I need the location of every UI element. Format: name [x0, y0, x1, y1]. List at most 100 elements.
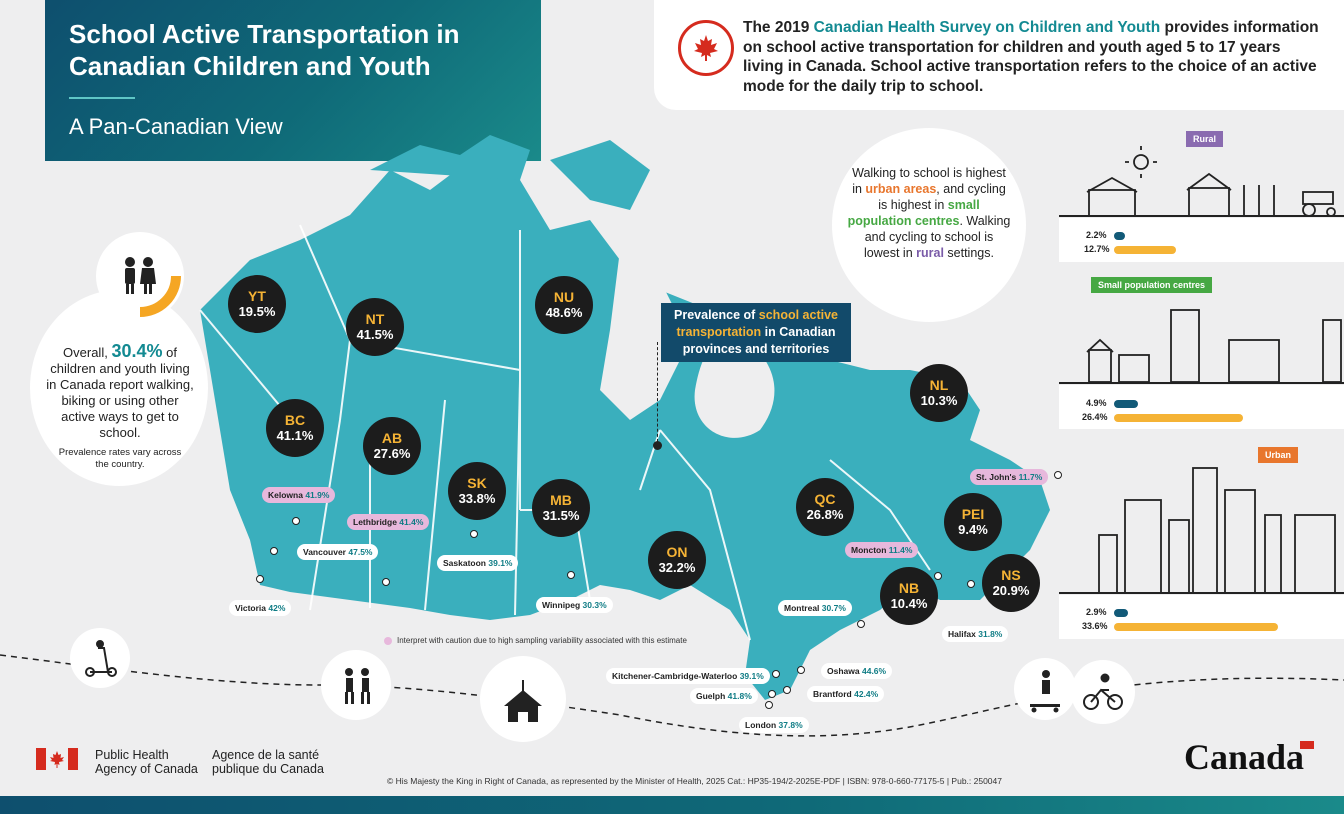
walking-icon	[321, 650, 391, 720]
province-code: YT	[248, 288, 266, 304]
city-name: Lethbridge	[353, 517, 397, 527]
callout-urban: urban areas	[865, 182, 937, 196]
agency-name-en: Public Health Agency of Canada	[95, 748, 198, 776]
city-label-oshawa: Oshawa 44.6%	[821, 663, 893, 679]
city-marker	[270, 547, 278, 555]
province-value: 19.5%	[238, 304, 276, 319]
intro-part1: The 2019	[743, 19, 814, 36]
callout-rural: rural	[916, 246, 944, 260]
rural-scene-icon	[1059, 146, 1344, 217]
caution-swatch	[384, 637, 392, 645]
province-value: 41.5%	[356, 327, 394, 342]
city-marker	[256, 575, 264, 583]
city-name: Moncton	[851, 545, 887, 555]
tag-small-centres: Small population centres	[1091, 277, 1213, 293]
city-name: Vancouver	[303, 547, 346, 557]
intro-box: The 2019 Canadian Health Survey on Child…	[654, 0, 1344, 110]
city-name: Winnipeg	[542, 600, 581, 610]
city-label-moncton: Moncton 11.4%	[845, 542, 919, 558]
city-name: Saskatoon	[443, 558, 486, 568]
province-code: AB	[381, 430, 403, 446]
badge-qc: QC 26.8%	[796, 478, 854, 536]
prevalence-label: Prevalence of school active transportati…	[661, 303, 851, 362]
city-value: 42.4%	[854, 689, 879, 699]
province-code: BC	[284, 412, 306, 428]
small-centre-scene-icon	[1059, 309, 1344, 384]
city-label-vancouver: Vancouver 47.5%	[297, 544, 379, 560]
city-value: 44.6%	[861, 666, 887, 676]
title-divider	[69, 97, 135, 99]
skateboard-icon	[1014, 658, 1076, 720]
city-marker	[783, 686, 791, 694]
callout-part: , and cycling is highest in	[878, 182, 1006, 212]
badge-mb: MB 31.5%	[532, 479, 590, 537]
province-value: 31.5%	[542, 508, 580, 523]
survey-name: Canadian Health Survey on Children and Y…	[813, 19, 1161, 36]
province-value: 32.2%	[658, 560, 696, 575]
city-marker	[772, 670, 780, 678]
rural-walking-bar	[1114, 246, 1176, 254]
city-value: 47.5%	[348, 547, 373, 557]
city-value: 31.8%	[978, 629, 1003, 639]
dashed-path	[0, 654, 1344, 737]
callout-text: Walking to school is highest in urban ar…	[846, 165, 1012, 261]
city-value: 37.8%	[778, 720, 803, 730]
province-value: 20.9%	[992, 583, 1030, 598]
badge-nu: NU 48.6%	[535, 276, 593, 334]
city-name: Oshawa	[827, 666, 860, 676]
city-value: 39.1%	[739, 671, 764, 681]
prevalence-highlight: school active transportation	[676, 308, 838, 339]
city-marker	[967, 580, 975, 588]
province-value: 48.6%	[545, 305, 583, 320]
city-value: 41.8%	[727, 691, 752, 701]
city-name: Guelph	[696, 691, 726, 701]
province-code: QC	[814, 491, 836, 507]
city-label-kelowna: Kelowna 41.9%	[262, 487, 336, 503]
city-label-halifax: Halifax 31.8%	[942, 626, 1009, 642]
city-label-guelph: Guelph 41.8%	[690, 688, 758, 704]
city-label-winnipeg: Winnipeg 30.3%	[536, 597, 613, 613]
overall-circle	[30, 290, 208, 486]
city-value: 11.7%	[1018, 472, 1043, 482]
city-value: 41.4%	[399, 517, 424, 527]
province-code: NL	[929, 377, 949, 393]
canada-wordmark: Canada	[1184, 737, 1305, 777]
province-code: NB	[898, 580, 920, 596]
callout-part: . Walking and cycling to school is lowes…	[864, 214, 1011, 260]
intro-part2: provides information on school active tr…	[743, 19, 1319, 95]
city-marker	[567, 571, 575, 579]
prevalence-part: Prevalence of	[674, 308, 759, 322]
prevalence-pointer	[657, 342, 658, 442]
province-value: 27.6%	[373, 446, 411, 461]
badge-bc: BC 41.1%	[266, 399, 324, 457]
bicycle-icon	[1071, 660, 1135, 724]
rural-cycling-bar	[1114, 232, 1125, 240]
city-name: Halifax	[948, 629, 976, 639]
city-marker	[382, 578, 390, 586]
city-marker	[1054, 471, 1062, 479]
city-value: 41.9%	[305, 490, 330, 500]
city-value: 42%	[268, 603, 286, 613]
city-name: Montreal	[784, 603, 820, 613]
province-code: SK	[467, 475, 487, 491]
province-value: 10.4%	[890, 596, 928, 611]
prevalence-part: in Canadian provinces and territories	[682, 325, 836, 356]
panel-urban	[1059, 595, 1344, 639]
copyright: © His Majesty the King in Right of Canad…	[387, 776, 1002, 786]
page-title: School Active Transportation in Canadian…	[69, 19, 460, 81]
city-marker	[470, 530, 478, 538]
small-walking-label: 26.4%	[1082, 412, 1108, 422]
overall-description: of children and youth living in Canada r…	[46, 345, 194, 440]
urban-cycling-bar	[1114, 609, 1129, 617]
page-subtitle: A Pan-Canadian View	[69, 114, 283, 139]
province-code: MB	[550, 492, 572, 508]
city-value: 30.3%	[582, 600, 607, 610]
callout-part: settings.	[943, 246, 994, 260]
city-name: Kitchener-Cambridge-Waterloo	[612, 671, 738, 681]
agency-name-fr: Agence de la santé publique du Canada	[212, 748, 324, 776]
city-name: St. John's	[976, 472, 1017, 482]
province-value: 10.3%	[920, 393, 958, 408]
prevalence-pointer-dot	[653, 441, 662, 450]
callout-small: small population centres	[847, 198, 980, 228]
city-label-st-johns: St. John's 11.7%	[970, 469, 1049, 485]
